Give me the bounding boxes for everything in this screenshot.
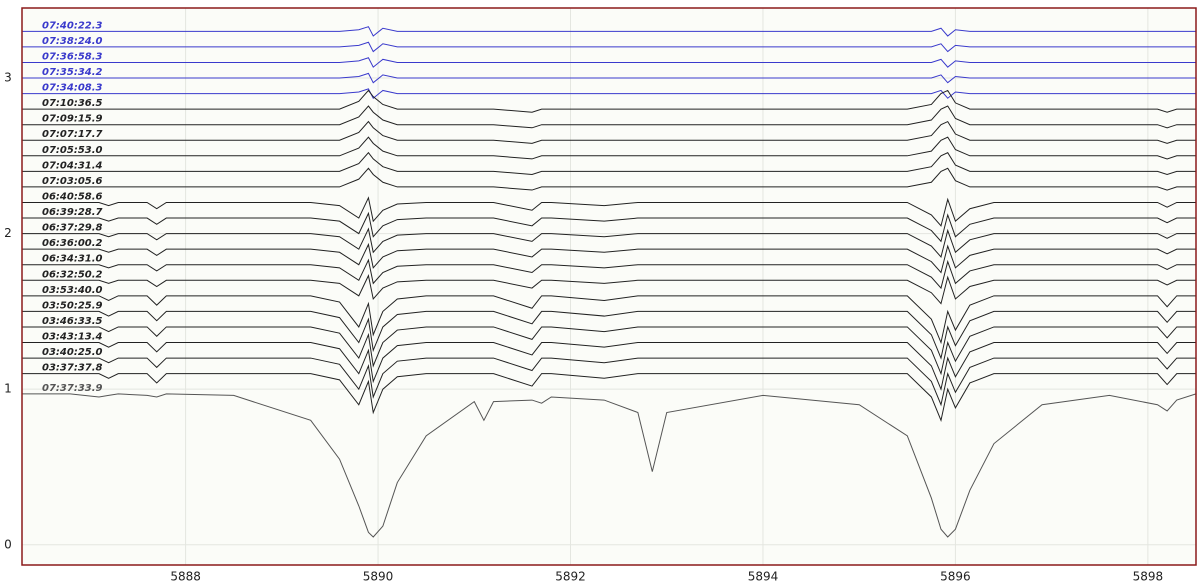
x-tick-label: 5896 <box>940 570 971 584</box>
spectrum-line <box>22 120 1196 144</box>
y-tick-label: 3 <box>4 71 12 85</box>
spectrum-line <box>22 242 1196 274</box>
series-label: 03:46:33.5 <box>42 316 103 327</box>
spectrum-line <box>22 357 1196 407</box>
series-label: 06:36:00.2 <box>42 238 103 249</box>
spectrum-line <box>22 89 1196 113</box>
spectrum-line <box>22 258 1196 290</box>
series-label: 07:34:08.3 <box>42 83 103 94</box>
series-label: 07:38:24.0 <box>42 36 103 47</box>
x-tick-label: 5888 <box>170 570 201 584</box>
series-label: 07:04:31.4 <box>42 160 103 171</box>
series-label: 03:43:13.4 <box>42 332 103 343</box>
series-label: 06:40:58.6 <box>42 191 103 202</box>
series-label: 03:53:40.0 <box>42 285 103 296</box>
spectrum-line <box>22 105 1196 129</box>
series-label: 07:36:58.3 <box>42 51 103 62</box>
spectrum-line <box>22 211 1196 243</box>
series-label: 03:50:25.9 <box>42 300 103 311</box>
series-label: 03:37:37.8 <box>42 363 103 374</box>
series-label: 07:03:05.6 <box>42 176 103 187</box>
x-tick-label: 5898 <box>1133 570 1164 584</box>
spectrum-line <box>22 72 1196 84</box>
spectrum-line <box>22 274 1196 305</box>
series-label: 06:34:31.0 <box>42 254 103 265</box>
series-label: 06:39:28.7 <box>42 207 103 218</box>
spectrum-line <box>22 373 1196 422</box>
spectrum-line <box>22 167 1196 191</box>
series-label: 07:10:36.5 <box>42 98 103 109</box>
series-label: 06:32:50.2 <box>42 269 103 280</box>
spectrum-line <box>22 310 1196 360</box>
spectrum-line <box>22 196 1196 227</box>
y-tick-label: 2 <box>4 226 12 240</box>
series-label: 07:40:22.3 <box>42 20 103 31</box>
spectrum-line <box>22 151 1196 176</box>
series-label: 06:37:29.8 <box>42 223 103 234</box>
spectrum-line <box>22 136 1196 160</box>
series-label: 03:40:25.0 <box>42 347 103 358</box>
x-tick-label: 5890 <box>363 570 394 584</box>
spectrum-line <box>22 342 1196 391</box>
y-tick-label: 0 <box>4 537 12 551</box>
plot-frame <box>21 7 1197 566</box>
x-tick-label: 5892 <box>555 570 586 584</box>
y-tick-label: 1 <box>4 382 12 396</box>
spectrum-line <box>22 88 1196 100</box>
series-label: 07:37:33.9 <box>42 383 103 394</box>
x-tick-label: 5894 <box>748 570 779 584</box>
spectrum-line <box>22 41 1196 53</box>
series-label: 07:09:15.9 <box>42 114 103 125</box>
spectrum-line <box>22 227 1196 258</box>
spectrum-line <box>22 295 1196 345</box>
spectrum-line <box>22 57 1196 68</box>
spectrum-line <box>22 26 1196 37</box>
series-label: 07:05:53.0 <box>42 145 103 156</box>
series-label: 07:07:17.7 <box>42 129 103 140</box>
plot-area <box>22 8 1196 565</box>
spectrum-line <box>22 326 1196 376</box>
series-label: 07:35:34.2 <box>42 67 103 78</box>
spectrum-line <box>22 393 1197 538</box>
spectra <box>22 26 1197 538</box>
